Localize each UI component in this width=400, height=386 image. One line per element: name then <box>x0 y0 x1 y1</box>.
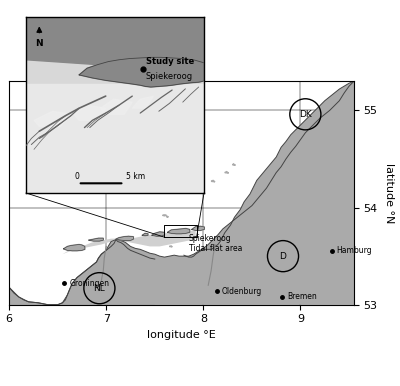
Polygon shape <box>100 99 132 114</box>
Text: Spiekeroog: Spiekeroog <box>146 73 193 81</box>
Text: N: N <box>36 39 43 47</box>
Polygon shape <box>79 58 204 87</box>
Text: Bremen: Bremen <box>287 293 317 301</box>
Polygon shape <box>162 215 166 216</box>
Text: 5 km: 5 km <box>126 173 145 181</box>
Text: Oldenburg: Oldenburg <box>222 287 262 296</box>
Polygon shape <box>211 180 215 182</box>
Text: DK: DK <box>299 110 312 119</box>
Polygon shape <box>184 81 354 305</box>
Polygon shape <box>168 229 190 234</box>
Polygon shape <box>169 246 172 247</box>
Polygon shape <box>89 238 103 241</box>
Text: Spiekeroog
Tidal flat area: Spiekeroog Tidal flat area <box>189 234 242 253</box>
Polygon shape <box>9 81 354 305</box>
Polygon shape <box>9 240 155 305</box>
Polygon shape <box>26 17 204 72</box>
Polygon shape <box>232 164 236 165</box>
Polygon shape <box>166 216 168 217</box>
Polygon shape <box>116 236 134 240</box>
Polygon shape <box>34 111 71 126</box>
X-axis label: longitude °E: longitude °E <box>147 330 216 340</box>
Polygon shape <box>142 233 148 236</box>
Polygon shape <box>64 244 85 251</box>
Text: Groningen: Groningen <box>69 279 109 288</box>
Text: D: D <box>280 252 286 261</box>
Polygon shape <box>152 232 164 236</box>
Polygon shape <box>225 172 229 173</box>
Text: 0: 0 <box>74 173 79 181</box>
Polygon shape <box>132 96 154 108</box>
Y-axis label: latitude °N: latitude °N <box>384 163 394 223</box>
Polygon shape <box>192 226 204 230</box>
Text: NL: NL <box>94 284 105 293</box>
Polygon shape <box>74 105 106 120</box>
Text: Hamburg: Hamburg <box>336 246 372 255</box>
Polygon shape <box>26 84 204 193</box>
Polygon shape <box>62 231 196 254</box>
Text: Study site: Study site <box>146 58 194 66</box>
